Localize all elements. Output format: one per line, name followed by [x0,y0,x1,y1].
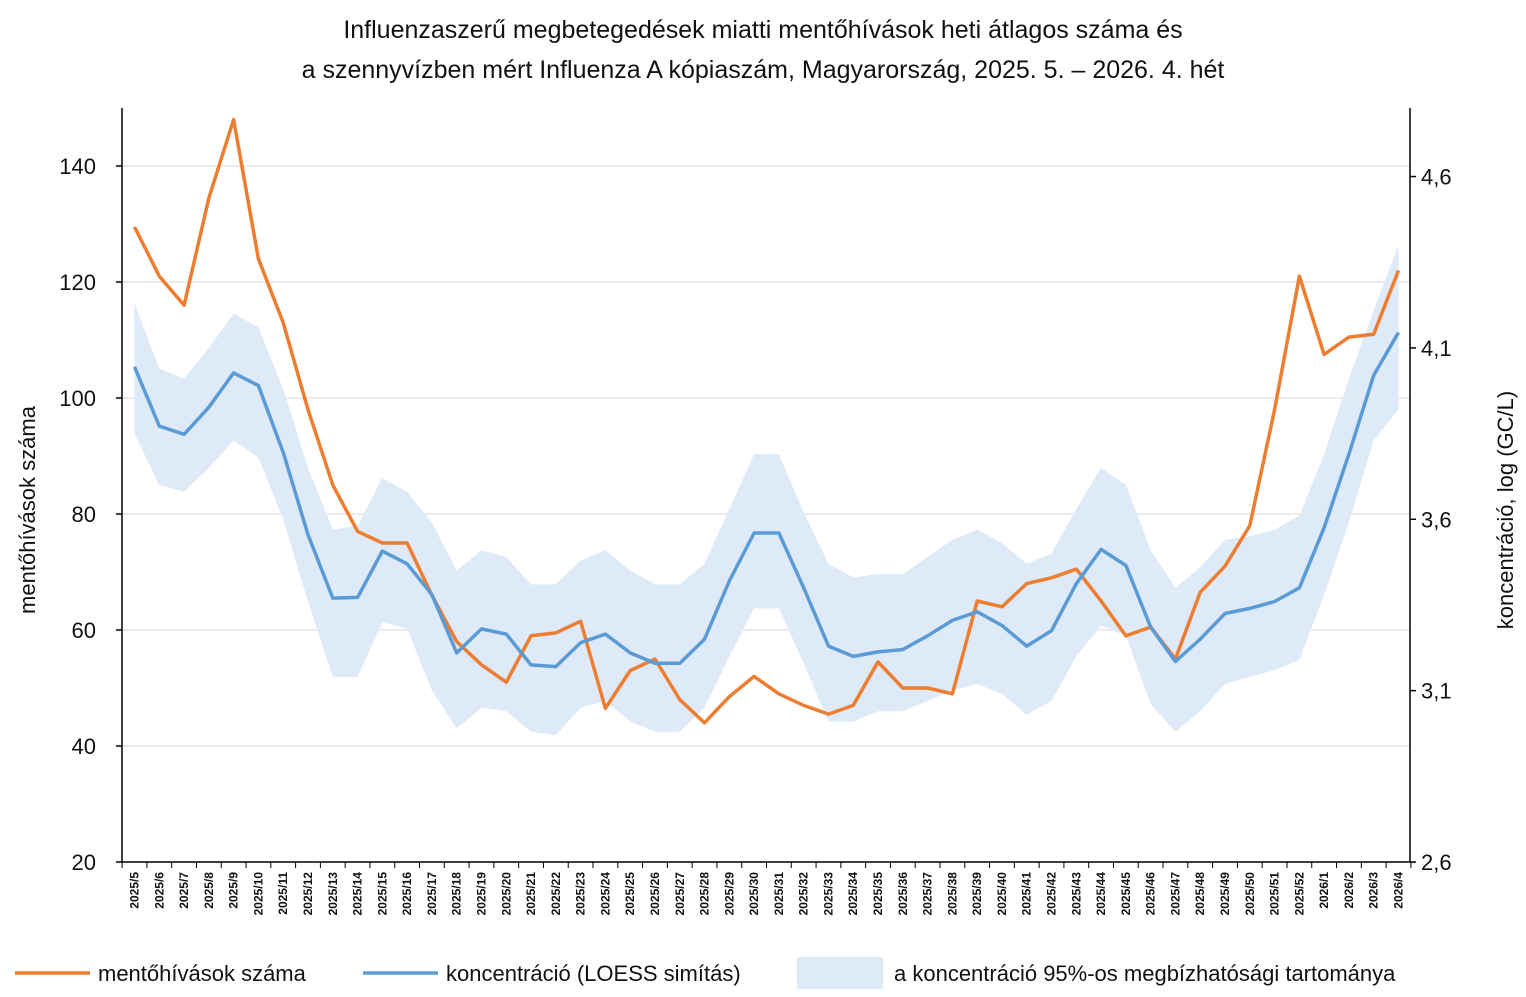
y-tick-label: 40 [72,734,96,759]
x-tick-label: 2025/31 [772,872,786,916]
x-tick-label: 2025/26 [648,872,662,916]
x-tick-label: 2025/14 [351,872,365,916]
y-tick-label: 80 [72,502,96,527]
x-tick-label: 2025/22 [549,872,563,916]
x-tick-label: 2025/25 [623,872,637,916]
x-tick-label: 2025/44 [1094,872,1108,916]
x-tick-label: 2025/36 [896,872,910,916]
x-tick-label: 2025/17 [425,872,439,916]
x-tick-label: 2025/30 [747,872,761,916]
x-tick-label: 2025/7 [177,872,191,909]
x-tick-label: 2025/16 [400,872,414,916]
x-tick-label: 2025/52 [1292,872,1306,916]
x-tick-label: 2025/46 [1144,872,1158,916]
x-tick-label: 2025/40 [995,872,1009,916]
x-axis-ticks: 2025/5 2025/6 2025/7 2025/8 2025/9 2025/10 202… [121,862,1412,916]
x-tick-label: 2025/9 [227,872,241,909]
x-tick-label: 2025/39 [970,872,984,916]
y2-tick-label: 4,1 [1421,336,1452,361]
x-tick-label: 2025/11 [276,872,290,915]
x-tick-label: 2025/28 [698,872,712,916]
y-tick-label: 120 [59,270,96,295]
x-tick-label: 2025/51 [1268,872,1282,916]
x-tick-label: 2026/3 [1367,872,1381,909]
x-tick-label: 2025/18 [450,872,464,916]
x-tick-label: 2026/2 [1342,872,1356,909]
x-tick-label: 2025/15 [375,872,389,916]
x-tick-label: 2025/34 [846,872,860,916]
y-axis-right-title: koncentráció, log (GC/L) [1493,391,1518,629]
x-tick-label: 2025/48 [1193,872,1207,916]
x-tick-label: 2025/10 [251,872,265,916]
y2-tick-label: 3,6 [1421,507,1452,532]
series-line-mentohivasok [132,117,1401,725]
legend-label-koncentracio: koncentráció (LOESS simítás) [446,961,741,986]
x-tick-label: 2025/12 [301,872,315,916]
y2-tick-label: 3,1 [1421,679,1452,704]
chart-title-line-1: Influenzaszerű megbetegedések miatti men… [343,16,1182,44]
confidence-band [134,245,1399,736]
y-axis-right-ticks: 2,6 3,1 3,6 4,1 4,6 [1410,165,1452,875]
x-tick-label: 2025/5 [128,872,142,909]
x-tick-label: 2025/6 [152,872,166,909]
x-tick-label: 2025/47 [1168,872,1182,916]
x-tick-label: 2025/35 [871,872,885,916]
x-tick-label: 2025/41 [1020,872,1034,916]
x-tick-label: 2025/45 [1119,872,1133,916]
legend: mentőhívások száma koncentráció (LOESS s… [15,957,1396,989]
y2-tick-label: 2,6 [1421,850,1452,875]
x-tick-label: 2025/50 [1243,872,1257,916]
legend-label-mentohivasok: mentőhívások száma [98,961,307,986]
x-tick-label: 2025/27 [673,872,687,916]
x-tick-label: 2025/21 [524,872,538,916]
x-tick-label: 2025/42 [1045,872,1059,916]
series-line-koncentracio [132,331,1401,669]
x-tick-label: 2025/37 [921,872,935,916]
x-tick-label: 2025/38 [945,872,959,916]
legend-swatch-confidence-band [797,957,883,989]
y-tick-label: 20 [72,850,96,875]
x-tick-label: 2025/8 [202,872,216,909]
chart-title-line-2: a szennyvízben mért Influenza A kópiaszá… [302,56,1225,84]
x-tick-label: 2025/23 [574,872,588,916]
y-tick-label: 100 [59,386,96,411]
x-tick-label: 2025/20 [499,872,513,916]
x-tick-label: 2025/43 [1069,872,1083,916]
x-tick-label: 2026/4 [1392,872,1406,909]
x-tick-label: 2025/19 [475,872,489,916]
y-axis-left-ticks: 20 40 60 80 100 120 140 [59,154,122,875]
x-tick-label: 2025/33 [822,872,836,916]
x-tick-label: 2026/1 [1317,872,1331,909]
x-tick-label: 2025/49 [1218,872,1232,916]
legend-label-confidence-band: a koncentráció 95%-os megbízhatósági tar… [894,961,1396,986]
x-tick-label: 2025/24 [598,872,612,916]
x-tick-label: 2025/32 [797,872,811,916]
y-axis-left-title: mentőhívások száma [15,405,40,614]
x-tick-label: 2025/13 [326,872,340,916]
y2-tick-label: 4,6 [1421,165,1452,190]
y-tick-label: 60 [72,618,96,643]
x-tick-label: 2025/29 [722,872,736,916]
y-tick-label: 140 [59,154,96,179]
